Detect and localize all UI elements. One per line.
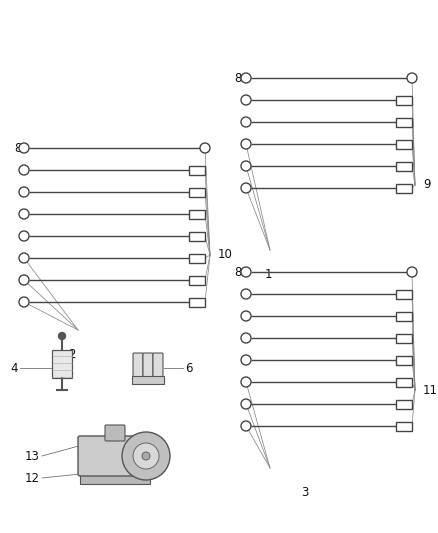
Text: 9: 9 <box>423 179 431 191</box>
Text: 8: 8 <box>235 71 242 85</box>
Circle shape <box>19 143 29 153</box>
FancyBboxPatch shape <box>396 422 412 431</box>
Text: 2: 2 <box>68 348 76 361</box>
Text: 13: 13 <box>25 449 40 463</box>
FancyBboxPatch shape <box>396 356 412 365</box>
Circle shape <box>241 355 251 365</box>
Text: 1: 1 <box>264 268 272 281</box>
FancyBboxPatch shape <box>396 161 412 171</box>
Text: 10: 10 <box>218 248 233 262</box>
Circle shape <box>19 297 29 307</box>
FancyBboxPatch shape <box>189 166 205 174</box>
FancyBboxPatch shape <box>80 472 150 484</box>
Circle shape <box>59 333 66 340</box>
Circle shape <box>19 231 29 241</box>
Circle shape <box>133 443 159 469</box>
Circle shape <box>241 183 251 193</box>
FancyBboxPatch shape <box>52 350 72 378</box>
FancyBboxPatch shape <box>189 254 205 262</box>
Circle shape <box>200 143 210 153</box>
Circle shape <box>19 187 29 197</box>
Text: 11: 11 <box>423 384 438 397</box>
Circle shape <box>19 275 29 285</box>
FancyBboxPatch shape <box>132 376 164 384</box>
Circle shape <box>241 399 251 409</box>
Text: 4: 4 <box>11 361 18 375</box>
Circle shape <box>241 161 251 171</box>
FancyBboxPatch shape <box>105 425 125 441</box>
FancyBboxPatch shape <box>396 289 412 298</box>
Circle shape <box>142 452 150 460</box>
Text: 3: 3 <box>301 486 309 499</box>
Circle shape <box>241 311 251 321</box>
Circle shape <box>122 432 170 480</box>
Text: 12: 12 <box>25 472 40 484</box>
FancyBboxPatch shape <box>396 311 412 320</box>
Circle shape <box>241 95 251 105</box>
Text: 8: 8 <box>235 265 242 279</box>
FancyBboxPatch shape <box>396 117 412 126</box>
Circle shape <box>241 73 251 83</box>
FancyBboxPatch shape <box>189 276 205 285</box>
Circle shape <box>19 253 29 263</box>
FancyBboxPatch shape <box>189 231 205 240</box>
Circle shape <box>241 139 251 149</box>
Circle shape <box>241 117 251 127</box>
Text: 6: 6 <box>185 361 192 375</box>
FancyBboxPatch shape <box>396 400 412 408</box>
FancyBboxPatch shape <box>189 188 205 197</box>
FancyBboxPatch shape <box>78 436 134 476</box>
FancyBboxPatch shape <box>396 140 412 149</box>
FancyBboxPatch shape <box>396 334 412 343</box>
FancyBboxPatch shape <box>396 95 412 104</box>
Circle shape <box>241 267 251 277</box>
Circle shape <box>241 333 251 343</box>
Circle shape <box>241 421 251 431</box>
Circle shape <box>407 73 417 83</box>
FancyBboxPatch shape <box>133 353 143 379</box>
FancyBboxPatch shape <box>189 209 205 219</box>
Circle shape <box>19 209 29 219</box>
Text: 8: 8 <box>14 141 22 155</box>
FancyBboxPatch shape <box>189 297 205 306</box>
Circle shape <box>241 289 251 299</box>
Circle shape <box>241 377 251 387</box>
FancyBboxPatch shape <box>396 183 412 192</box>
Circle shape <box>407 267 417 277</box>
FancyBboxPatch shape <box>153 353 163 379</box>
FancyBboxPatch shape <box>396 377 412 386</box>
FancyBboxPatch shape <box>143 353 153 379</box>
Circle shape <box>19 165 29 175</box>
